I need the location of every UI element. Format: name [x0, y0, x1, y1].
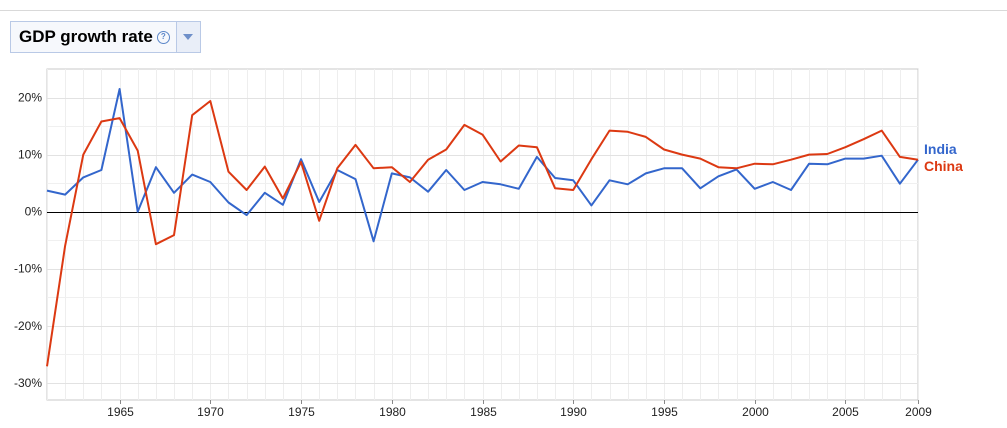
chevron-down-icon — [183, 34, 194, 40]
series-line-china — [46, 100, 919, 367]
x-tick-label: 2000 — [742, 405, 769, 419]
x-tick-label: 1975 — [288, 405, 315, 419]
y-tick-label: -30% — [14, 376, 42, 390]
y-tick-label: -20% — [14, 319, 42, 333]
help-icon[interactable]: ? — [156, 30, 170, 44]
plot-area — [46, 68, 919, 401]
y-tick-label: 10% — [18, 148, 42, 162]
legend-label-india: India — [924, 141, 957, 157]
x-tick-label: 2005 — [832, 405, 859, 419]
y-tick-label: 0% — [25, 205, 43, 219]
x-tick-label: 1995 — [651, 405, 678, 419]
legend-label-china: China — [924, 158, 963, 174]
x-tick-label: 1980 — [379, 405, 406, 419]
series-line-india — [46, 88, 919, 243]
x-tick-label: 1970 — [197, 405, 224, 419]
y-tick-label: 20% — [18, 91, 42, 105]
metric-title-label: GDP growth rate — [19, 27, 153, 46]
x-tick-label: 1985 — [470, 405, 497, 419]
metric-dropdown-button[interactable] — [175, 22, 200, 52]
x-tick-label: 2009 — [905, 405, 932, 419]
x-tick-label: 1990 — [560, 405, 587, 419]
y-tick-label: -10% — [14, 262, 42, 276]
metric-title: GDP growth rate ? — [11, 22, 176, 52]
metric-selector[interactable]: GDP growth rate ? — [10, 21, 201, 53]
x-tick-label: 1965 — [107, 405, 134, 419]
top-divider — [0, 10, 1007, 11]
